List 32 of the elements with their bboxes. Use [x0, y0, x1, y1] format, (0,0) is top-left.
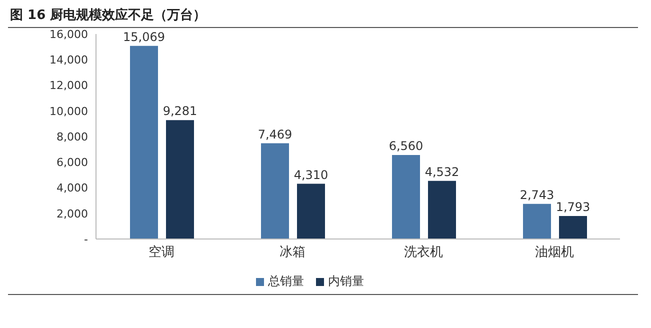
y-tick-label: 6,000 [56, 156, 88, 170]
y-tick-label: 14,000 [50, 54, 88, 67]
bar [559, 216, 587, 239]
data-label: 4,532 [424, 164, 460, 179]
data-label: 7,469 [258, 127, 292, 142]
data-label: 15,069 [123, 30, 165, 44]
legend-label: 内销量 [327, 273, 364, 290]
data-label: 2,743 [520, 188, 554, 202]
chart-title: 图 16 厨电规模效应不足（万台） [10, 6, 206, 24]
y-tick-label: - [84, 232, 88, 246]
bar [261, 143, 289, 239]
x-tick-label: 油烟机 [535, 245, 574, 260]
x-tick-label: 冰箱 [280, 245, 306, 260]
y-tick-label: 12,000 [50, 79, 88, 92]
y-tick-label: 8,000 [56, 130, 88, 144]
y-tick-label: 2,000 [56, 207, 88, 220]
data-label: 1,793 [556, 200, 590, 214]
bar [297, 184, 325, 239]
bar [130, 46, 158, 239]
y-tick-label: 10,000 [50, 104, 88, 118]
bar [166, 120, 194, 239]
legend-label: 总销量 [267, 273, 304, 290]
x-tick-label: 洗衣机 [404, 245, 443, 260]
y-tick-label: 4,000 [56, 182, 88, 195]
x-tick-label: 空调 [148, 245, 174, 260]
bar [428, 180, 456, 239]
data-label: 9,281 [162, 104, 198, 118]
data-label: 4,310 [294, 168, 328, 182]
y-tick-label: 16,000 [50, 28, 88, 41]
data-label: 6,560 [388, 138, 424, 153]
bar [392, 154, 420, 239]
bar [523, 204, 551, 239]
